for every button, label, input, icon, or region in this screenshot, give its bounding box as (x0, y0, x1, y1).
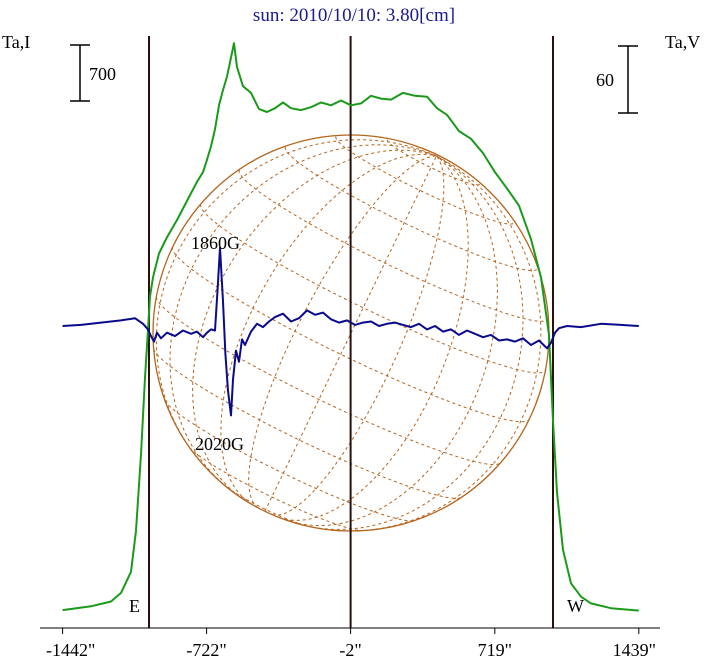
longitude-gridline (351, 155, 542, 532)
longitude-gridline (155, 139, 437, 456)
longitude-gridline (248, 155, 437, 508)
longitude-gridline (169, 144, 437, 488)
east-limb-label: E (129, 596, 140, 616)
intensity-series-line (62, 42, 639, 612)
west-limb-label: W (567, 596, 584, 616)
x-tick-label: 1439" (613, 640, 656, 660)
field-strength-annotation: 2020G (195, 434, 244, 454)
right-scale-bar-value: 60 (596, 70, 614, 90)
latitude-gridline (335, 136, 515, 225)
latitude-gridline (386, 139, 481, 186)
longitude-gridline (306, 155, 524, 530)
x-tick-label: -722" (186, 640, 226, 660)
left-axis-label: Ta,I (2, 32, 30, 52)
polarization-series-line (62, 246, 639, 417)
x-axis-ticks: -1442" -722" -2" 719" 1439" (46, 628, 656, 660)
x-tick-label: -1442" (46, 640, 95, 660)
reference-lines (148, 36, 554, 628)
longitude-gridline (192, 149, 437, 497)
longitude-gridline (272, 155, 445, 516)
longitude-gridline (278, 155, 469, 521)
latitude-gridline (155, 296, 501, 465)
chart-title: sun: 2010/10/10: 3.80[cm] (253, 5, 455, 26)
latitude-gridline (153, 349, 462, 499)
left-scale-bar: 700 (70, 44, 116, 102)
longitude-gridline (220, 153, 437, 505)
series-lines (62, 42, 639, 612)
right-scale-bar: 60 (596, 45, 638, 114)
right-axis-label: Ta,V (665, 32, 700, 52)
x-tick-label: 719" (478, 640, 512, 660)
longitude-gridline (291, 155, 498, 527)
x-tick-label: -2" (339, 640, 361, 660)
left-scale-bar-value: 700 (89, 64, 116, 84)
latitude-gridline (171, 246, 530, 423)
solar-disk (152, 134, 550, 532)
annotations: 1860G 2020G (191, 233, 244, 454)
latitude-gridline (189, 447, 362, 532)
field-strength-annotation: 1860G (191, 233, 240, 253)
